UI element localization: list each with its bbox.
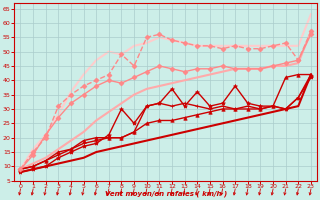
X-axis label: Vent moyen/en rafales ( km/h ): Vent moyen/en rafales ( km/h ) xyxy=(105,191,227,197)
